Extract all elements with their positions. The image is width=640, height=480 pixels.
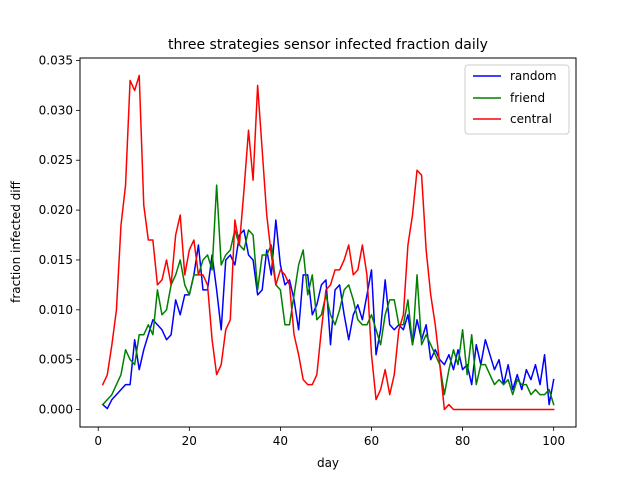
x-tick-label: 80 — [455, 434, 470, 448]
y-tick-label: 0.035 — [39, 53, 73, 67]
y-tick-label: 0.015 — [39, 253, 73, 267]
series-line-random — [101, 219, 555, 410]
x-axis-title: day — [317, 456, 339, 470]
y-tick-label: 0.000 — [39, 403, 73, 417]
legend-label-friend: friend — [510, 91, 545, 105]
legend-label-random: random — [510, 69, 557, 83]
series-layer — [101, 74, 555, 411]
y-tick-label: 0.030 — [39, 103, 73, 117]
x-tick-label: 100 — [542, 434, 565, 448]
series-line-central — [101, 74, 555, 411]
chart-title: three strategies sensor infected fractio… — [168, 37, 488, 53]
y-axis: 0.000 0.005 0.010 0.015 0.020 0.025 0.030 0.035 — [39, 53, 80, 417]
series-line-friend — [101, 184, 555, 406]
y-tick-label: 0.020 — [39, 203, 73, 217]
legend-label-central: central — [510, 112, 552, 126]
legend-frame — [464, 64, 570, 135]
y-axis-title: fraction infected diff — [9, 180, 23, 303]
plot-frame — [79, 57, 577, 428]
x-tick-label: 20 — [182, 434, 197, 448]
x-tick-label: 40 — [273, 434, 288, 448]
x-tick-label: 0 — [94, 434, 102, 448]
y-tick-label: 0.010 — [39, 303, 73, 317]
x-axis: 0 20 40 60 80 100 — [94, 427, 565, 448]
legend: random friend central — [464, 64, 570, 135]
x-tick-label: 60 — [364, 434, 379, 448]
y-tick-label: 0.025 — [39, 153, 73, 167]
y-tick-label: 0.005 — [39, 353, 73, 367]
